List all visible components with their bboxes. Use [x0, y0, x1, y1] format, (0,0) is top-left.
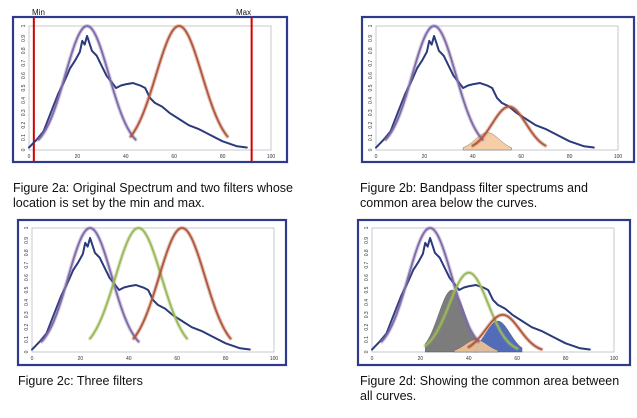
y-tick-label: 0	[368, 148, 374, 151]
filter-right-line	[132, 227, 232, 340]
y-tick-label: 0.7	[21, 60, 27, 67]
filter-left-line	[40, 227, 140, 343]
x-tick-label: 60	[518, 154, 524, 160]
filter-middle-line	[424, 271, 519, 350]
y-tick-label: 0.1	[21, 134, 27, 141]
x-tick-label: 60	[174, 356, 180, 362]
y-tick-label: 0.6	[24, 274, 30, 281]
y-tick-label: 0.8	[24, 249, 30, 256]
y-tick-label: 0.1	[24, 336, 30, 343]
filter-left-line	[380, 227, 480, 343]
x-tick-label: 40	[126, 356, 132, 362]
y-tick-label: 0.5	[24, 286, 30, 293]
x-tick-label: 100	[614, 154, 623, 160]
filter-left-line	[384, 25, 484, 141]
x-tick-label: 0	[375, 154, 378, 160]
y-tick-label: 0.7	[368, 60, 374, 67]
y-tick-label: 0	[24, 350, 30, 353]
y-tick-label: 0.6	[21, 72, 27, 79]
x-tick-label: 60	[514, 356, 520, 362]
x-tick-label: 80	[220, 154, 226, 160]
area-orange-shape	[462, 132, 512, 151]
min-label: Min	[32, 8, 45, 17]
chart-frame	[11, 15, 289, 164]
filter-middle-line	[89, 227, 188, 340]
filter-left-line	[37, 25, 137, 141]
y-tick-label: 0	[364, 350, 370, 353]
y-tick-label: 0.9	[24, 237, 30, 244]
x-tick-label: 0	[371, 356, 374, 362]
filter-right-line	[471, 105, 547, 147]
x-tick-label: 80	[567, 154, 573, 160]
y-tick-label: 0.3	[368, 109, 374, 116]
filter-right-line	[129, 25, 229, 138]
y-tick-label: 0.1	[368, 134, 374, 141]
x-tick-label: 80	[563, 356, 569, 362]
y-tick-label: 0.3	[24, 311, 30, 318]
figure-2b-chart: 0 0.1 0.2 0.3 0.4 0.5 0.6 0.7 0.8 0.9 1 0 20 40 60 80 10…	[360, 15, 636, 164]
y-tick-label: 0	[21, 148, 27, 151]
x-tick-label: 20	[75, 154, 81, 160]
y-tick-label: 0.2	[24, 324, 30, 331]
figure-2d: 0 0.1 0.2 0.3 0.4 0.5 0.6 0.7 0.8 0.9 1 0 20 40 60 80 10…	[340, 210, 637, 410]
x-tick-label: 100	[270, 356, 279, 362]
figure-2a-caption: Figure 2a: Original Spectrum and two fil…	[13, 181, 293, 210]
figure-2a-chart: 0 0.1 0.2 0.3 0.4 0.5 0.6 0.7 0.8 0.9 1 0 20 40 60 80 10…	[11, 15, 289, 164]
x-tick-label: 20	[418, 356, 424, 362]
y-tick-label: 0.9	[368, 35, 374, 42]
x-tick-label: 60	[171, 154, 177, 160]
x-tick-label: 40	[466, 356, 472, 362]
y-tick-label: 0.6	[364, 274, 370, 281]
filter-right-line	[467, 313, 543, 351]
y-tick-label: 1	[364, 226, 370, 229]
y-tick-label: 0.4	[364, 299, 370, 306]
y-tick-label: 0.9	[21, 35, 27, 42]
y-tick-label: 0.8	[21, 47, 27, 54]
y-tick-label: 0.5	[21, 84, 27, 91]
figure-2b: 0 0.1 0.2 0.3 0.4 0.5 0.6 0.7 0.8 0.9 1 0 20 40 60 80 10…	[340, 0, 637, 200]
figure-2d-chart: 0 0.1 0.2 0.3 0.4 0.5 0.6 0.7 0.8 0.9 1 0 20 40 60 80 10…	[356, 218, 632, 367]
chart-frame	[16, 218, 288, 367]
y-tick-label: 0.7	[24, 262, 30, 269]
y-tick-label: 0.2	[364, 324, 370, 331]
y-tick-label: 0.5	[364, 286, 370, 293]
y-tick-label: 0.4	[21, 97, 27, 104]
y-tick-label: 0.2	[21, 122, 27, 129]
figure-2c: 0 0.1 0.2 0.3 0.4 0.5 0.6 0.7 0.8 0.9 1 0 20 40 60 80 10…	[0, 210, 300, 410]
y-tick-label: 1	[21, 24, 27, 27]
y-tick-label: 0.4	[24, 299, 30, 306]
x-tick-label: 0	[28, 154, 31, 160]
x-tick-label: 80	[223, 356, 229, 362]
figure-2c-caption: Figure 2c: Three filters	[18, 374, 143, 388]
figure-2b-caption: Figure 2b: Bandpass filter spectrums and…	[360, 181, 588, 210]
y-tick-label: 0.3	[21, 109, 27, 116]
y-tick-label: 0.8	[364, 249, 370, 256]
x-tick-label: 20	[422, 154, 428, 160]
plot-area	[28, 25, 272, 151]
y-tick-label: 0.5	[368, 84, 374, 91]
y-tick-label: 0.2	[368, 122, 374, 129]
x-tick-label: 40	[123, 154, 129, 160]
x-tick-label: 100	[610, 356, 619, 362]
max-label: Max	[236, 8, 252, 17]
figure-2a: 0 0.1 0.2 0.3 0.4 0.5 0.6 0.7 0.8 0.9 1 0 20 40 60 80 10…	[0, 0, 300, 200]
x-tick-label: 40	[470, 154, 476, 160]
y-tick-label: 0.3	[364, 311, 370, 318]
y-tick-label: 0.9	[364, 237, 370, 244]
x-tick-label: 100	[267, 154, 276, 160]
y-tick-label: 0.1	[364, 336, 370, 343]
x-tick-label: 0	[31, 356, 34, 362]
y-tick-label: 0.4	[368, 97, 374, 104]
figure-2d-caption: Figure 2d: Showing the common area betwe…	[360, 374, 620, 403]
y-tick-label: 0.6	[368, 72, 374, 79]
y-tick-label: 1	[24, 226, 30, 229]
y-tick-label: 0.7	[364, 262, 370, 269]
x-tick-label: 20	[78, 356, 84, 362]
y-tick-label: 1	[368, 24, 374, 27]
y-tick-label: 0.8	[368, 47, 374, 54]
figure-2c-chart: 0 0.1 0.2 0.3 0.4 0.5 0.6 0.7 0.8 0.9 1 0 20 40 60 80 10…	[16, 218, 288, 367]
plot-area	[31, 227, 275, 353]
